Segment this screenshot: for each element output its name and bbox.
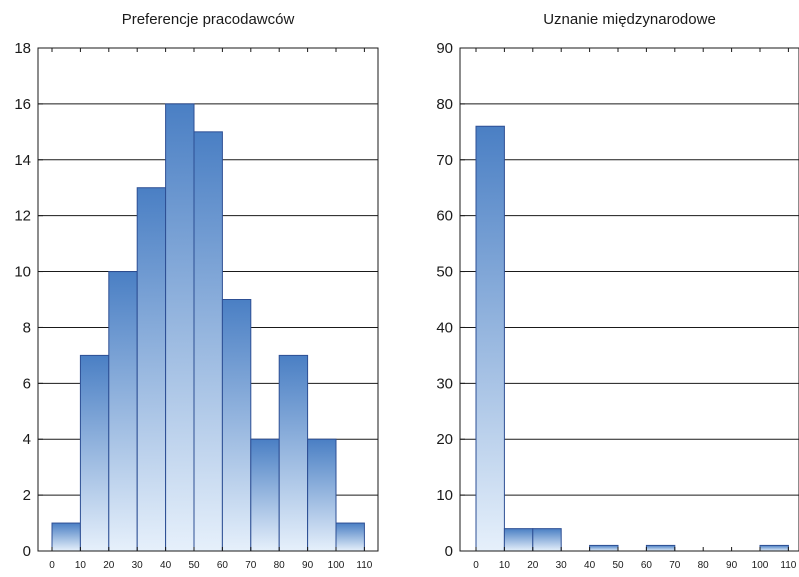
y-tick-label: 6 bbox=[23, 375, 31, 392]
plot-frame bbox=[459, 47, 799, 552]
chart-panel-1: Preferencje pracodawców 0 2 4 6 8 10 12 14 16 18 0 1… bbox=[14, 11, 379, 571]
histogram-bar bbox=[335, 522, 365, 552]
x-tick-label: 60 bbox=[217, 560, 229, 571]
histogram-bar bbox=[193, 131, 223, 552]
x-tick-label: 10 bbox=[75, 560, 87, 571]
x-tick-label: 30 bbox=[556, 560, 568, 571]
x-tick-label: 70 bbox=[245, 560, 257, 571]
x-tick-label: 100 bbox=[752, 560, 769, 571]
y-tick-label: 80 bbox=[436, 96, 453, 113]
y-tick-label: 10 bbox=[14, 264, 31, 281]
histogram-bar bbox=[165, 103, 195, 552]
x-tick-label: 70 bbox=[669, 560, 681, 571]
chart-title: Uznanie międzynarodowe bbox=[543, 11, 716, 28]
histogram-bar bbox=[307, 438, 337, 552]
y-tick-label: 70 bbox=[436, 152, 453, 169]
x-tick-label: 80 bbox=[698, 560, 710, 571]
x-tick-label: 40 bbox=[160, 560, 172, 571]
histogram-bar bbox=[503, 528, 534, 552]
y-tick-label: 50 bbox=[436, 264, 453, 281]
y-tick-label: 4 bbox=[23, 431, 31, 448]
histogram-bar bbox=[475, 125, 505, 552]
x-tick-label: 100 bbox=[328, 560, 345, 571]
histogram-bar bbox=[532, 528, 562, 552]
histogram-bar bbox=[645, 544, 676, 552]
x-tick-label: 40 bbox=[584, 560, 596, 571]
x-tick-label: 0 bbox=[473, 560, 479, 571]
x-tick-label: 30 bbox=[132, 560, 144, 571]
x-tick-label: 60 bbox=[641, 560, 653, 571]
y-tick-label: 0 bbox=[445, 543, 453, 560]
x-tick-label: 50 bbox=[188, 560, 200, 571]
histogram-bar bbox=[108, 271, 138, 552]
x-tick-label: 20 bbox=[527, 560, 539, 571]
chart-title: Preferencje pracodawców bbox=[122, 11, 295, 28]
x-tick-label: 110 bbox=[780, 560, 796, 571]
y-tick-label: 0 bbox=[23, 543, 31, 560]
y-tick-label: 16 bbox=[14, 96, 31, 113]
histogram-bar bbox=[250, 438, 280, 552]
x-tick-label: 50 bbox=[612, 560, 624, 571]
histogram-bar bbox=[278, 354, 309, 552]
x-tick-label: 110 bbox=[356, 560, 372, 571]
histogram-bar bbox=[759, 544, 789, 552]
x-tick-label: 0 bbox=[49, 560, 55, 571]
y-tick-label: 18 bbox=[14, 40, 31, 57]
histogram-bar bbox=[589, 544, 619, 552]
histogram-bar bbox=[136, 187, 167, 552]
histogram-bar bbox=[79, 354, 110, 552]
y-tick-label: 40 bbox=[436, 319, 453, 336]
y-tick-label: 10 bbox=[436, 487, 453, 504]
chart-panel-2: Uznanie międzynarodowe 0 10 20 30 40 50 60 70 80 9… bbox=[436, 11, 799, 571]
y-tick-label: 60 bbox=[436, 208, 453, 225]
x-tick-label: 10 bbox=[499, 560, 511, 571]
y-tick-label: 90 bbox=[436, 40, 453, 57]
y-tick-label: 2 bbox=[23, 487, 31, 504]
x-tick-label: 20 bbox=[103, 560, 115, 571]
y-tick-label: 8 bbox=[23, 319, 31, 336]
x-tick-label: 90 bbox=[302, 560, 314, 571]
y-tick-label: 14 bbox=[14, 152, 31, 169]
y-tick-label: 12 bbox=[14, 208, 31, 225]
plot-frame bbox=[37, 47, 379, 552]
x-tick-label: 90 bbox=[726, 560, 738, 571]
histogram-bar bbox=[221, 299, 252, 552]
y-tick-label: 20 bbox=[436, 431, 453, 448]
y-tick-label: 30 bbox=[436, 375, 453, 392]
x-tick-label: 80 bbox=[274, 560, 286, 571]
histogram-bar bbox=[51, 522, 81, 552]
